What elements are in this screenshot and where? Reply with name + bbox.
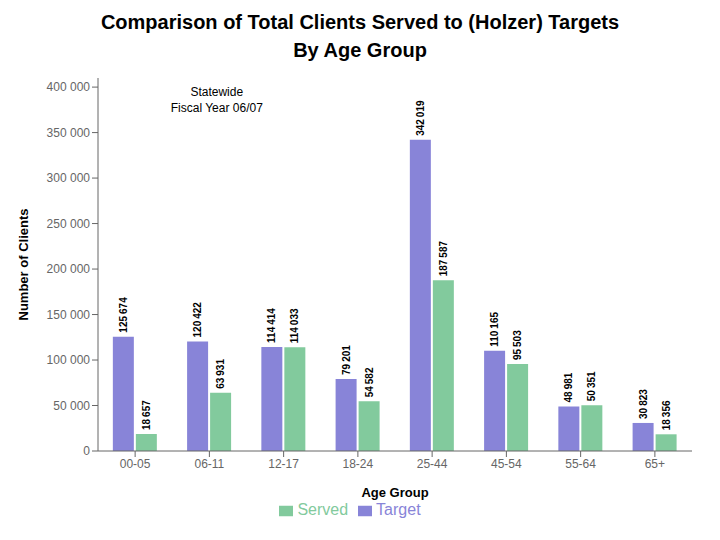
svg-text:55-64: 55-64 xyxy=(565,457,596,471)
html-text:Comparison of Total Clients Se: Comparison of Total Clients Served to (H… xyxy=(100,11,620,33)
svg-text:114 033: 114 033 xyxy=(289,308,300,343)
html-text:Fiscal Year 06/07: Fiscal Year 06/07 xyxy=(170,101,263,115)
svg-text:06-11: 06-11 xyxy=(194,457,224,471)
svg-text:50 351: 50 351 xyxy=(586,371,597,401)
html-text:Target: Target xyxy=(376,501,421,518)
svg-text:65+: 65+ xyxy=(645,457,665,471)
svg-text:25-44: 25-44 xyxy=(417,457,448,471)
svg-text:48 981: 48 981 xyxy=(563,372,574,402)
svg-text:125 674: 125 674 xyxy=(118,297,129,333)
svg-text:120 422: 120 422 xyxy=(192,302,203,338)
svg-text:350 000: 350 000 xyxy=(47,126,91,140)
svg-text:400 000: 400 000 xyxy=(47,80,91,94)
svg-text:30 823: 30 823 xyxy=(638,389,649,419)
svg-text:250 000: 250 000 xyxy=(47,217,91,231)
svg-text:100 000: 100 000 xyxy=(47,353,91,367)
svg-text:342 019: 342 019 xyxy=(415,100,426,136)
svg-text:63 931: 63 931 xyxy=(215,359,226,389)
svg-text:Age Group: Age Group xyxy=(361,485,428,500)
svg-text:00-05: 00-05 xyxy=(120,457,151,471)
svg-text:300 000: 300 000 xyxy=(47,171,91,185)
svg-text:200 000: 200 000 xyxy=(47,262,91,276)
svg-text:50 000: 50 000 xyxy=(53,399,90,413)
svg-text:54 582: 54 582 xyxy=(364,367,375,397)
svg-text:110 165: 110 165 xyxy=(489,312,500,347)
svg-text:150 000: 150 000 xyxy=(47,308,91,322)
svg-text:18-24: 18-24 xyxy=(343,457,374,471)
svg-text:114 414: 114 414 xyxy=(266,308,277,343)
svg-text:0: 0 xyxy=(83,444,90,458)
svg-text:45-54: 45-54 xyxy=(491,457,522,471)
svg-text:79 201: 79 201 xyxy=(341,345,352,375)
svg-text:187 587: 187 587 xyxy=(438,241,449,277)
svg-text:Number of Clients: Number of Clients xyxy=(16,209,31,321)
svg-text:18 657: 18 657 xyxy=(141,400,152,430)
html-text:Statewide: Statewide xyxy=(190,85,244,99)
svg-text:12-17: 12-17 xyxy=(268,457,299,471)
html-text:By Age Group: By Age Group xyxy=(293,39,427,61)
html-text:Served: Served xyxy=(297,501,349,518)
svg-text:95 503: 95 503 xyxy=(512,330,523,360)
svg-text:18 356: 18 356 xyxy=(661,400,672,430)
